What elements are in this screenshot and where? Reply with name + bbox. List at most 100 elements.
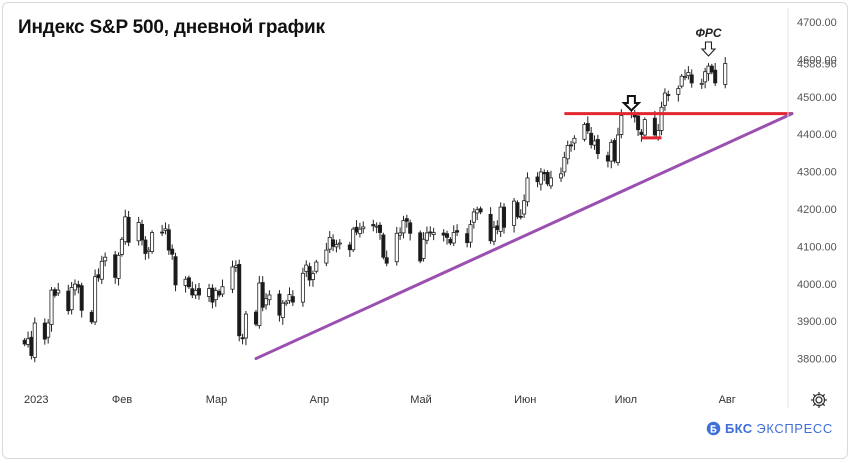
candle xyxy=(260,276,265,312)
candle xyxy=(418,230,423,264)
candle-body-up xyxy=(99,260,104,280)
candle-body-up xyxy=(314,261,319,272)
candle xyxy=(233,260,238,273)
candle-body-down xyxy=(713,69,718,84)
candle xyxy=(401,215,406,239)
candle xyxy=(723,57,728,89)
y-tick-label: 4200.00 xyxy=(797,204,837,216)
overlays-layer: ФРС xyxy=(254,26,794,361)
candle xyxy=(96,268,101,282)
candle xyxy=(518,209,523,220)
candle xyxy=(196,283,201,300)
y-tick-label: 4600.00 xyxy=(797,54,837,66)
candle xyxy=(491,220,496,246)
candle-body-down xyxy=(290,296,295,303)
candle xyxy=(267,290,272,306)
y-tick-label: 4500.00 xyxy=(797,92,837,104)
candle-body-up xyxy=(548,177,553,187)
candle-body-up xyxy=(324,249,329,264)
candle-body-up xyxy=(287,294,292,302)
x-tick-label: Фев xyxy=(112,394,132,406)
candle-body-up xyxy=(264,298,269,306)
candle-body-down xyxy=(253,311,258,325)
y-tick-label: 4000.00 xyxy=(797,279,837,291)
y-tick-label: 4700.00 xyxy=(797,17,837,29)
gear-icon[interactable] xyxy=(810,391,828,409)
candle xyxy=(170,244,175,260)
candle-body-down xyxy=(612,140,617,162)
candle-body-down xyxy=(196,288,201,296)
candle-body-up xyxy=(662,92,667,106)
candle xyxy=(304,260,309,277)
candle-body-up xyxy=(337,242,342,245)
candle-body-up xyxy=(46,322,51,338)
candle xyxy=(512,198,517,233)
candle-body-down xyxy=(237,263,242,337)
candle xyxy=(582,122,587,142)
arrow-annotation xyxy=(621,95,642,112)
candle xyxy=(615,127,620,166)
candle xyxy=(264,293,269,310)
candle xyxy=(354,220,359,236)
candle-body-down xyxy=(79,285,84,311)
candle-body-down xyxy=(441,232,446,236)
candle-body-down xyxy=(465,233,470,244)
candle-body-down xyxy=(307,266,312,281)
candle xyxy=(237,259,242,342)
fed-annotation: ФРС xyxy=(695,26,722,57)
candle-body-down xyxy=(636,115,641,131)
candle xyxy=(79,282,84,318)
y-axis: 4700.00 4600.00 4500.00 4400.00 4300.00 4200.… xyxy=(787,8,837,408)
last-price-label: 4588.96 xyxy=(797,59,837,71)
candle-body-down xyxy=(448,238,453,244)
candle-body-down xyxy=(217,291,222,296)
candle xyxy=(374,222,379,234)
candle xyxy=(26,331,31,348)
candle-body-up xyxy=(592,140,597,146)
y-tick-label: 4100.00 xyxy=(797,241,837,253)
candle xyxy=(46,319,51,344)
y-tick-label: 4400.00 xyxy=(797,129,837,141)
candle xyxy=(471,208,476,229)
x-tick-label: Апр xyxy=(310,394,329,406)
candle-body-up xyxy=(257,282,262,327)
candle xyxy=(676,85,681,102)
candle-body-up xyxy=(431,232,436,235)
candle xyxy=(377,222,382,240)
candle xyxy=(609,139,614,169)
candle-body-down xyxy=(428,231,433,234)
candle xyxy=(89,310,94,325)
candle xyxy=(605,151,610,168)
candle-body-down xyxy=(173,256,178,286)
candle-body-up xyxy=(193,290,198,296)
candle-body-up xyxy=(451,232,456,244)
candle-body-down xyxy=(488,214,493,242)
candle-body-up xyxy=(56,289,61,294)
candle-body-up xyxy=(562,156,567,173)
candle-body-down xyxy=(160,231,165,234)
candle xyxy=(243,310,248,346)
candle xyxy=(394,226,399,266)
candle-body-up xyxy=(233,265,238,268)
candle-body-down xyxy=(113,254,118,278)
candle-body-down xyxy=(518,215,523,218)
candle-body-up xyxy=(398,232,403,236)
candle xyxy=(240,333,245,345)
candle xyxy=(99,255,104,284)
candle xyxy=(559,167,564,182)
candle xyxy=(371,219,376,232)
candle xyxy=(585,116,590,134)
candle xyxy=(384,250,389,267)
candle-body-down xyxy=(140,223,145,241)
brand-sub: ЭКСПРЕСС xyxy=(756,420,833,436)
candle-body-up xyxy=(49,289,54,325)
candle-body-up xyxy=(310,273,315,280)
candle xyxy=(709,63,714,75)
candle xyxy=(515,200,520,220)
candle xyxy=(408,219,413,241)
arrow-down-icon xyxy=(621,95,642,112)
x-tick-label: Май xyxy=(410,394,432,406)
candle-body-up xyxy=(163,228,168,231)
candle xyxy=(445,230,450,245)
